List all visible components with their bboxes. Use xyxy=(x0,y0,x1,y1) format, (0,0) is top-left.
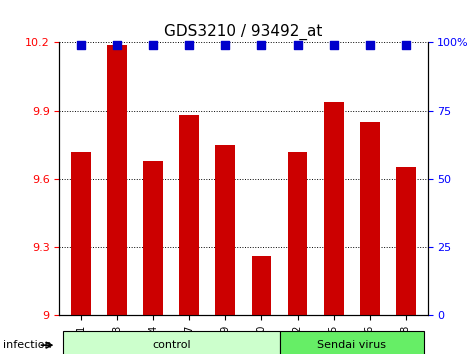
Bar xyxy=(252,256,271,315)
Point xyxy=(330,42,337,48)
Point xyxy=(222,42,229,48)
Text: control: control xyxy=(152,340,190,350)
Bar xyxy=(360,122,380,315)
Bar xyxy=(71,152,91,315)
Point xyxy=(77,42,85,48)
Text: infection: infection xyxy=(3,340,52,350)
Bar xyxy=(180,115,199,315)
Bar xyxy=(216,145,235,315)
Bar xyxy=(143,161,163,315)
Bar xyxy=(288,152,307,315)
Title: GDS3210 / 93492_at: GDS3210 / 93492_at xyxy=(164,23,323,40)
Point xyxy=(150,42,157,48)
Point xyxy=(294,42,301,48)
FancyBboxPatch shape xyxy=(279,331,424,354)
Point xyxy=(257,42,265,48)
Bar xyxy=(396,167,416,315)
Point xyxy=(366,42,373,48)
Point xyxy=(402,42,409,48)
Bar xyxy=(324,102,343,315)
Point xyxy=(186,42,193,48)
FancyBboxPatch shape xyxy=(63,331,279,354)
Bar xyxy=(107,45,127,315)
Text: Sendai virus: Sendai virus xyxy=(317,340,386,350)
Point xyxy=(114,42,121,48)
